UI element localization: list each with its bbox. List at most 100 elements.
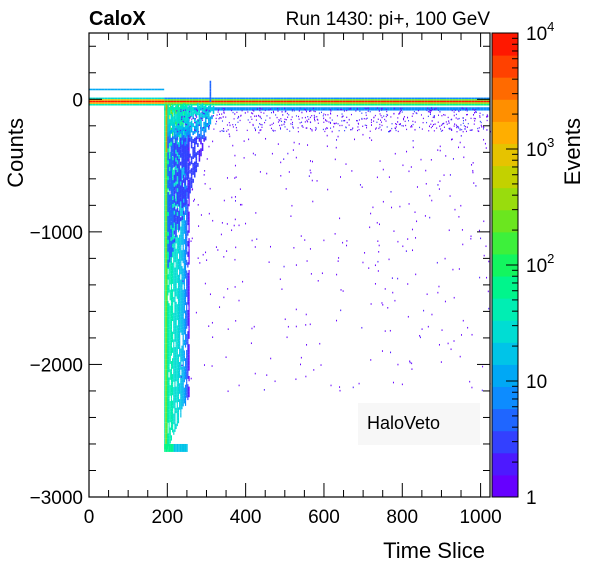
outlier-cell	[470, 235, 472, 238]
outlier-cell	[435, 107, 437, 109]
pulse-core-cell	[166, 337, 168, 344]
pedestal-cell	[129, 99, 133, 101]
outlier-cell	[445, 155, 447, 157]
pedestal-cell	[236, 100, 240, 103]
pedestal-cell	[333, 99, 337, 101]
pedestal-cell	[427, 103, 431, 106]
pedestal-cell	[417, 100, 422, 103]
recovery-cell	[172, 124, 174, 129]
recovery-cell	[179, 137, 182, 142]
outlier-cell	[412, 123, 414, 126]
pedestal-cell	[107, 103, 111, 106]
pulse-tail-cell	[182, 321, 184, 327]
outlier-cell	[447, 342, 449, 345]
outlier-cell	[316, 115, 318, 118]
recovery-cell	[178, 222, 180, 227]
outlier-cell	[442, 129, 444, 132]
pulse-tail-cell	[186, 259, 188, 266]
pulse-core-cell	[164, 253, 166, 259]
outlier-cell	[458, 110, 460, 113]
recovery-cell	[206, 123, 209, 128]
pedestal-cell	[120, 100, 124, 103]
pulse-core-cell	[166, 412, 168, 418]
pulse-core-cell	[164, 300, 166, 307]
outlier-cell	[451, 128, 453, 130]
outlier-cell	[432, 116, 434, 119]
outlier-cell	[479, 276, 481, 279]
pulse-tail-cell	[176, 166, 178, 172]
pulse-tail-cell	[186, 243, 188, 250]
outlier-cell	[231, 196, 233, 199]
recovery-cell	[173, 123, 176, 128]
outlier-cell	[314, 120, 316, 122]
pedestal-cell	[223, 97, 227, 100]
recovery-cell	[181, 164, 183, 169]
recovery-cell	[190, 180, 193, 185]
recovery-cell	[167, 235, 169, 240]
outlier-cell	[478, 130, 480, 133]
recovery-cell	[170, 197, 173, 202]
recovery-cell	[186, 144, 188, 149]
plot-frame	[88, 32, 491, 498]
outlier-cell	[483, 254, 485, 257]
recovery-cell	[176, 200, 179, 205]
pedestal-cell	[471, 102, 475, 104]
outlier-cell	[350, 129, 352, 131]
pulse-tail-cell	[181, 393, 183, 399]
pulse-tail-cell	[176, 150, 178, 156]
pedestal-cell	[258, 100, 262, 103]
recovery-cell	[187, 115, 190, 120]
outlier-cell	[472, 162, 474, 164]
outlier-cell	[309, 121, 311, 123]
recovery-cell	[209, 120, 212, 125]
outlier-cell	[221, 222, 223, 224]
pedestal-cell	[436, 103, 440, 106]
outlier-cell	[351, 128, 353, 131]
pedestal-cell	[455, 107, 459, 111]
outlier-cell	[421, 328, 423, 330]
outlier-cell	[321, 272, 323, 275]
pedestal-cell	[433, 99, 437, 101]
outlier-cell	[432, 125, 434, 127]
outlier-cell	[351, 170, 353, 172]
pedestal-cell	[323, 97, 328, 100]
pedestal-cell	[154, 100, 158, 103]
pedestal-cell	[430, 103, 434, 106]
pedestal-cell	[151, 103, 155, 106]
pedestal-cell	[443, 100, 447, 103]
pulse-tail-cell	[186, 334, 188, 340]
pulse-core-cell	[166, 263, 168, 269]
pedestal-cell	[104, 88, 108, 91]
pulse-tail-cell	[168, 409, 170, 415]
recovery-cell	[195, 160, 198, 165]
pulse-tail-cell	[180, 284, 182, 291]
pedestal-cell	[286, 99, 290, 101]
outlier-cell	[399, 123, 401, 125]
pulse-tail-cell	[179, 404, 181, 410]
outlier-cell	[275, 114, 277, 116]
outlier-cell	[443, 113, 445, 116]
recovery-cell	[208, 105, 210, 110]
pulse-core-cell	[165, 168, 167, 174]
x-axis-label: Time Slice	[383, 538, 485, 563]
color-bar-segment	[492, 77, 518, 100]
recovery-cell	[168, 186, 171, 191]
outlier-cell	[182, 120, 184, 123]
recovery-cell	[167, 196, 169, 201]
pulse-core-cell	[166, 369, 168, 376]
pedestal-cell	[405, 103, 409, 106]
pulse-tail-cell	[175, 238, 177, 244]
recovery-cell	[204, 116, 207, 121]
outlier-cell	[412, 113, 414, 115]
recovery-cell	[175, 117, 177, 122]
pedestal-cell	[217, 99, 221, 101]
pulse-tail-cell	[182, 369, 184, 375]
pedestal-cell	[239, 99, 243, 101]
pedestal-cell	[370, 107, 375, 111]
outlier-cell	[281, 124, 283, 126]
pedestal-cell	[367, 99, 371, 101]
outlier-cell	[348, 118, 350, 121]
outlier-cell	[428, 125, 430, 128]
recovery-cell	[173, 154, 176, 159]
